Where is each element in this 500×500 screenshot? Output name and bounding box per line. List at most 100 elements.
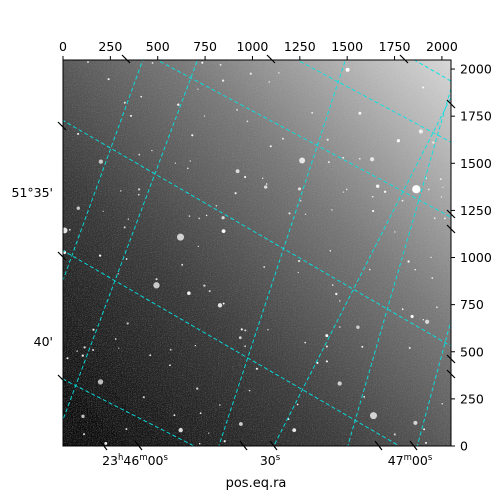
star <box>125 258 128 260</box>
star <box>102 210 104 212</box>
star <box>371 195 374 198</box>
star <box>430 256 432 258</box>
star <box>299 157 306 164</box>
grid-line <box>156 60 451 218</box>
ra-tick-label: 47m00s <box>388 453 433 468</box>
wcs-tick-mark <box>266 54 276 64</box>
star <box>325 345 328 348</box>
star <box>120 190 122 192</box>
star <box>316 361 319 364</box>
star <box>194 344 197 347</box>
star <box>169 364 171 367</box>
star <box>123 226 126 229</box>
wcs-tick-mark <box>57 121 67 131</box>
star <box>414 268 416 271</box>
right-pixel-axis: 0 250 500 750 1000 1250 1500 1750 2000 <box>451 62 492 454</box>
star <box>325 360 328 363</box>
star <box>201 61 204 64</box>
star <box>104 441 108 445</box>
star <box>418 129 424 134</box>
star <box>244 175 247 179</box>
star <box>361 345 364 348</box>
star <box>408 346 411 349</box>
wcs-tick-mark <box>121 54 131 64</box>
star <box>281 137 285 140</box>
star <box>383 190 387 193</box>
wcs-tick-mark <box>446 354 456 364</box>
star <box>181 263 184 266</box>
grid-line <box>63 60 144 282</box>
wcs-tick-mark <box>239 440 248 451</box>
star <box>86 60 90 64</box>
star <box>326 138 329 141</box>
star-field <box>63 60 446 445</box>
y-tick-label: 750 <box>460 297 484 312</box>
star <box>137 193 140 196</box>
star <box>197 245 199 248</box>
star <box>369 157 375 162</box>
wcs-tick-mark <box>57 251 67 261</box>
wcs-tick-mark <box>57 374 67 384</box>
star <box>422 86 425 89</box>
star <box>208 290 211 293</box>
star <box>174 162 176 164</box>
ra-tick-label: 23h46m00s <box>102 453 168 468</box>
star <box>249 72 252 75</box>
top-pixel-axis: 0 250 500 750 1000 1250 1500 1750 2000 <box>59 39 458 60</box>
star <box>297 271 299 274</box>
grid-line <box>273 96 451 446</box>
world-coordinate-axes: 23h46m00s 30s 47m00s 51°35' 40' <box>12 54 456 468</box>
x-axis-label: pos.eq.ra <box>226 476 287 491</box>
dec-tick-label: 51°35' <box>12 185 54 200</box>
star <box>151 62 154 64</box>
star <box>434 217 436 219</box>
dec-tick-label: 40' <box>34 334 53 349</box>
star <box>327 161 330 164</box>
star <box>77 132 80 135</box>
star <box>126 322 129 325</box>
star <box>331 284 334 286</box>
star <box>219 404 221 406</box>
star <box>342 156 345 159</box>
star <box>424 441 428 444</box>
star <box>153 282 160 289</box>
grid-line <box>218 60 346 446</box>
star <box>375 184 380 188</box>
x-tick-label: 1750 <box>379 39 411 54</box>
star <box>235 169 240 174</box>
star <box>394 231 396 233</box>
star <box>296 403 299 406</box>
y-tick-label: 250 <box>460 391 484 406</box>
grid-line <box>296 60 451 143</box>
sky-image <box>63 60 451 446</box>
star <box>238 336 242 340</box>
star <box>189 160 191 162</box>
star <box>269 145 272 148</box>
x-tick-label: 250 <box>98 39 122 54</box>
star <box>401 199 404 202</box>
y-tick-label: 1250 <box>460 203 492 218</box>
star <box>440 196 443 198</box>
star <box>439 178 442 181</box>
wcs-tick-mark <box>446 224 456 234</box>
star <box>412 185 421 194</box>
star <box>81 414 85 418</box>
star <box>297 187 302 191</box>
star <box>325 334 329 338</box>
star <box>81 354 84 357</box>
wcs-tick-mark <box>446 209 456 219</box>
star <box>278 72 280 74</box>
star <box>292 428 297 433</box>
star <box>123 101 126 104</box>
star <box>68 228 71 231</box>
star <box>432 141 435 144</box>
star <box>304 213 307 215</box>
star <box>76 350 78 352</box>
star <box>240 328 243 331</box>
star <box>118 347 120 349</box>
star <box>217 303 223 308</box>
star <box>244 329 247 332</box>
star <box>246 120 249 123</box>
star <box>221 79 225 82</box>
star <box>142 396 145 399</box>
